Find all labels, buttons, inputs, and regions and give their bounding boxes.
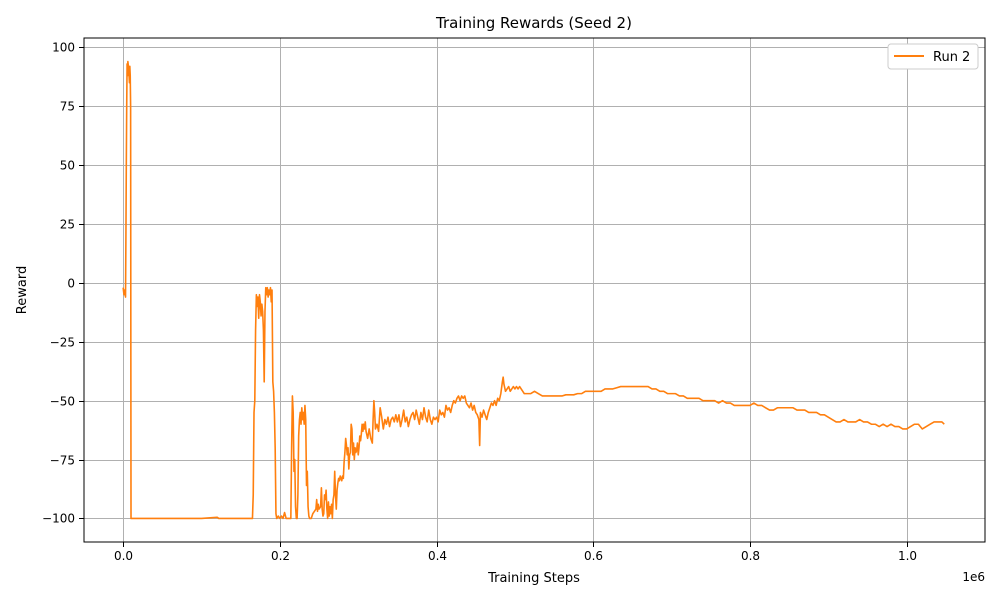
- x-tick-label: 0.0: [114, 549, 133, 563]
- chart-title: Training Rewards (Seed 2): [435, 14, 632, 32]
- y-axis-label: Reward: [15, 266, 30, 314]
- y-tick-label: 50: [60, 159, 75, 173]
- legend-label-run-2: Run 2: [933, 50, 970, 65]
- y-tick-label: 75: [60, 100, 75, 114]
- series-layer: [122, 60, 945, 520]
- y-tick-label: −100: [42, 512, 75, 526]
- x-tick-label: 0.4: [428, 549, 447, 563]
- x-tick-label: 0.2: [271, 549, 290, 563]
- series-line-run-2: [122, 60, 945, 520]
- legend-box: [887, 43, 979, 70]
- legend: Run 2: [887, 43, 979, 70]
- x-tick-label: 1.0: [898, 549, 917, 563]
- x-tick-label: 0.6: [584, 549, 603, 563]
- grid-layer: [84, 38, 985, 542]
- y-tick-label: −75: [50, 454, 75, 468]
- ticks-layer: 0.0 0.2 0.4 0.6 0.8 1.0 100 75 50 25 0 −25 −50 −75 −10…: [42, 41, 917, 564]
- x-tick-label: 0.8: [741, 549, 760, 563]
- x-axis-offset-label: 1e6: [962, 570, 985, 584]
- y-tick-label: 0: [67, 277, 75, 291]
- y-tick-label: 25: [60, 218, 75, 232]
- y-tick-label: 100: [52, 41, 75, 55]
- y-tick-label: −25: [50, 336, 75, 350]
- x-axis-label: Training Steps: [487, 571, 580, 586]
- y-tick-label: −50: [50, 395, 75, 409]
- plot-frame: [83, 37, 986, 543]
